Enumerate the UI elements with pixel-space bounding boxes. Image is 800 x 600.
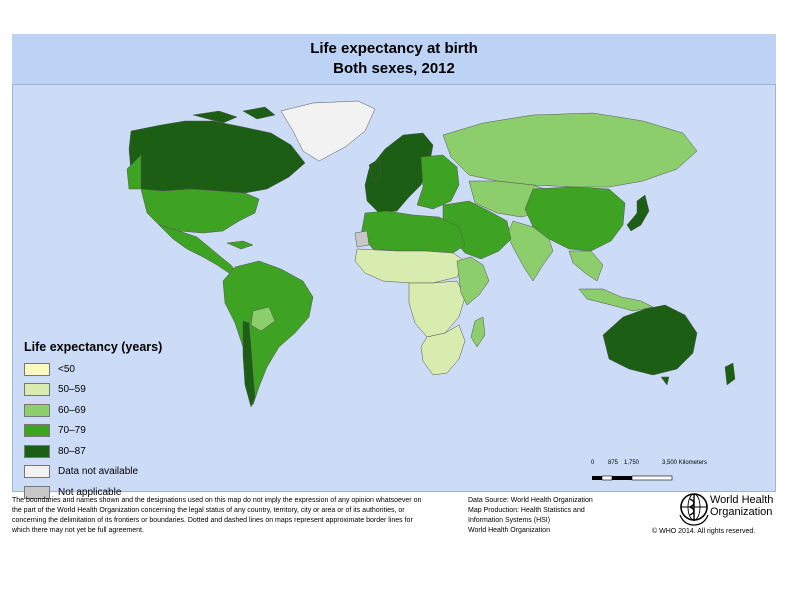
legend-item: 50–59: [24, 380, 184, 401]
legend-item: 80–87: [24, 441, 184, 462]
region-greenland: [280, 100, 376, 162]
region-caribbean: [226, 240, 254, 250]
legend-item: Not applicable: [24, 482, 184, 503]
region-new-zealand: [724, 362, 736, 386]
legend-item: Data not available: [24, 462, 184, 483]
region-western-europe: [364, 132, 434, 214]
region-canada: [128, 120, 306, 194]
legend: Life expectancy (years) <50 50–59 60–69 …: [24, 340, 184, 503]
world-map: [12, 84, 776, 492]
region-australia: [602, 304, 698, 376]
region-united-states: [140, 188, 260, 234]
title-bar: Life expectancy at birth Both sexes, 201…: [12, 34, 776, 84]
legend-swatch: [24, 444, 50, 458]
legend-title: Life expectancy (years): [24, 340, 163, 354]
legend-swatch: [24, 465, 50, 479]
legend-label: Data not available: [58, 466, 139, 478]
region-alaska: [126, 154, 142, 190]
credit-line: World Health Organization: [468, 527, 550, 534]
scale-bar-graphic: [592, 475, 673, 481]
region-tasmania: [660, 376, 670, 386]
scale-label: 0: [591, 460, 595, 466]
region-uk: [368, 158, 382, 182]
scale-label: 1,750: [624, 460, 640, 466]
map-subtitle: Both sexes, 2012: [333, 60, 455, 77]
who-name-line: Organization: [710, 506, 773, 518]
legend-label: <50: [58, 363, 75, 375]
legend-label: Not applicable: [58, 486, 122, 498]
map-title: Life expectancy at birth: [310, 40, 478, 57]
who-emblem-icon: [679, 493, 709, 526]
region-canada-islands: [192, 106, 276, 124]
region-western-sahara: [354, 230, 370, 248]
region-china: [524, 186, 626, 252]
legend-swatch: [24, 403, 50, 417]
legend-label: 80–87: [58, 445, 86, 457]
scale-label: 3,500 Kilometers: [662, 460, 708, 466]
region-north-africa: [360, 210, 466, 254]
region-central-africa: [408, 280, 466, 338]
legend-label: 70–79: [58, 425, 86, 437]
credit-line: Information Systems (HSI): [468, 517, 551, 524]
credit-line: Data Source: World Health Organization: [468, 497, 593, 504]
region-south-america: [222, 260, 314, 406]
legend-label: 60–69: [58, 404, 86, 416]
legend-label: 50–59: [58, 384, 86, 396]
legend-swatch: [24, 485, 50, 499]
region-east-africa: [456, 256, 490, 306]
who-name: World Health Organization: [710, 494, 773, 518]
region-southeast-asia: [568, 250, 654, 312]
legend-item: 60–69: [24, 400, 184, 421]
disclaimer-text: The boundaries and names shown and the d…: [12, 497, 422, 534]
region-japan: [626, 194, 650, 232]
region-eastern-europe: [416, 154, 460, 210]
region-sahel: [354, 248, 466, 284]
credits: Data Source: World Health Organization M…: [468, 496, 638, 536]
legend-swatch: [24, 362, 50, 376]
world-map-svg: [126, 100, 736, 408]
legend-item: 70–79: [24, 421, 184, 442]
region-south-asia: [506, 220, 554, 282]
legend-swatch: [24, 383, 50, 397]
scale-label: 875: [608, 460, 619, 466]
region-southern-africa: [420, 324, 466, 376]
region-madagascar: [470, 316, 486, 348]
copyright: © WHO 2014. All rights reserved.: [652, 528, 756, 535]
region-bolivia: [250, 306, 276, 332]
region-chile: [242, 320, 256, 408]
who-name-line: World Health: [710, 494, 774, 506]
scale-bar: 0 875 1,750 3,500 Kilometers: [591, 460, 712, 488]
scale-labels: 0 875 1,750 3,500 Kilometers: [591, 460, 712, 470]
legend-swatch: [24, 424, 50, 438]
legend-item: <50: [24, 359, 184, 380]
region-russia: [442, 112, 698, 188]
credit-line: Map Production: Health Statistics and: [468, 507, 585, 514]
